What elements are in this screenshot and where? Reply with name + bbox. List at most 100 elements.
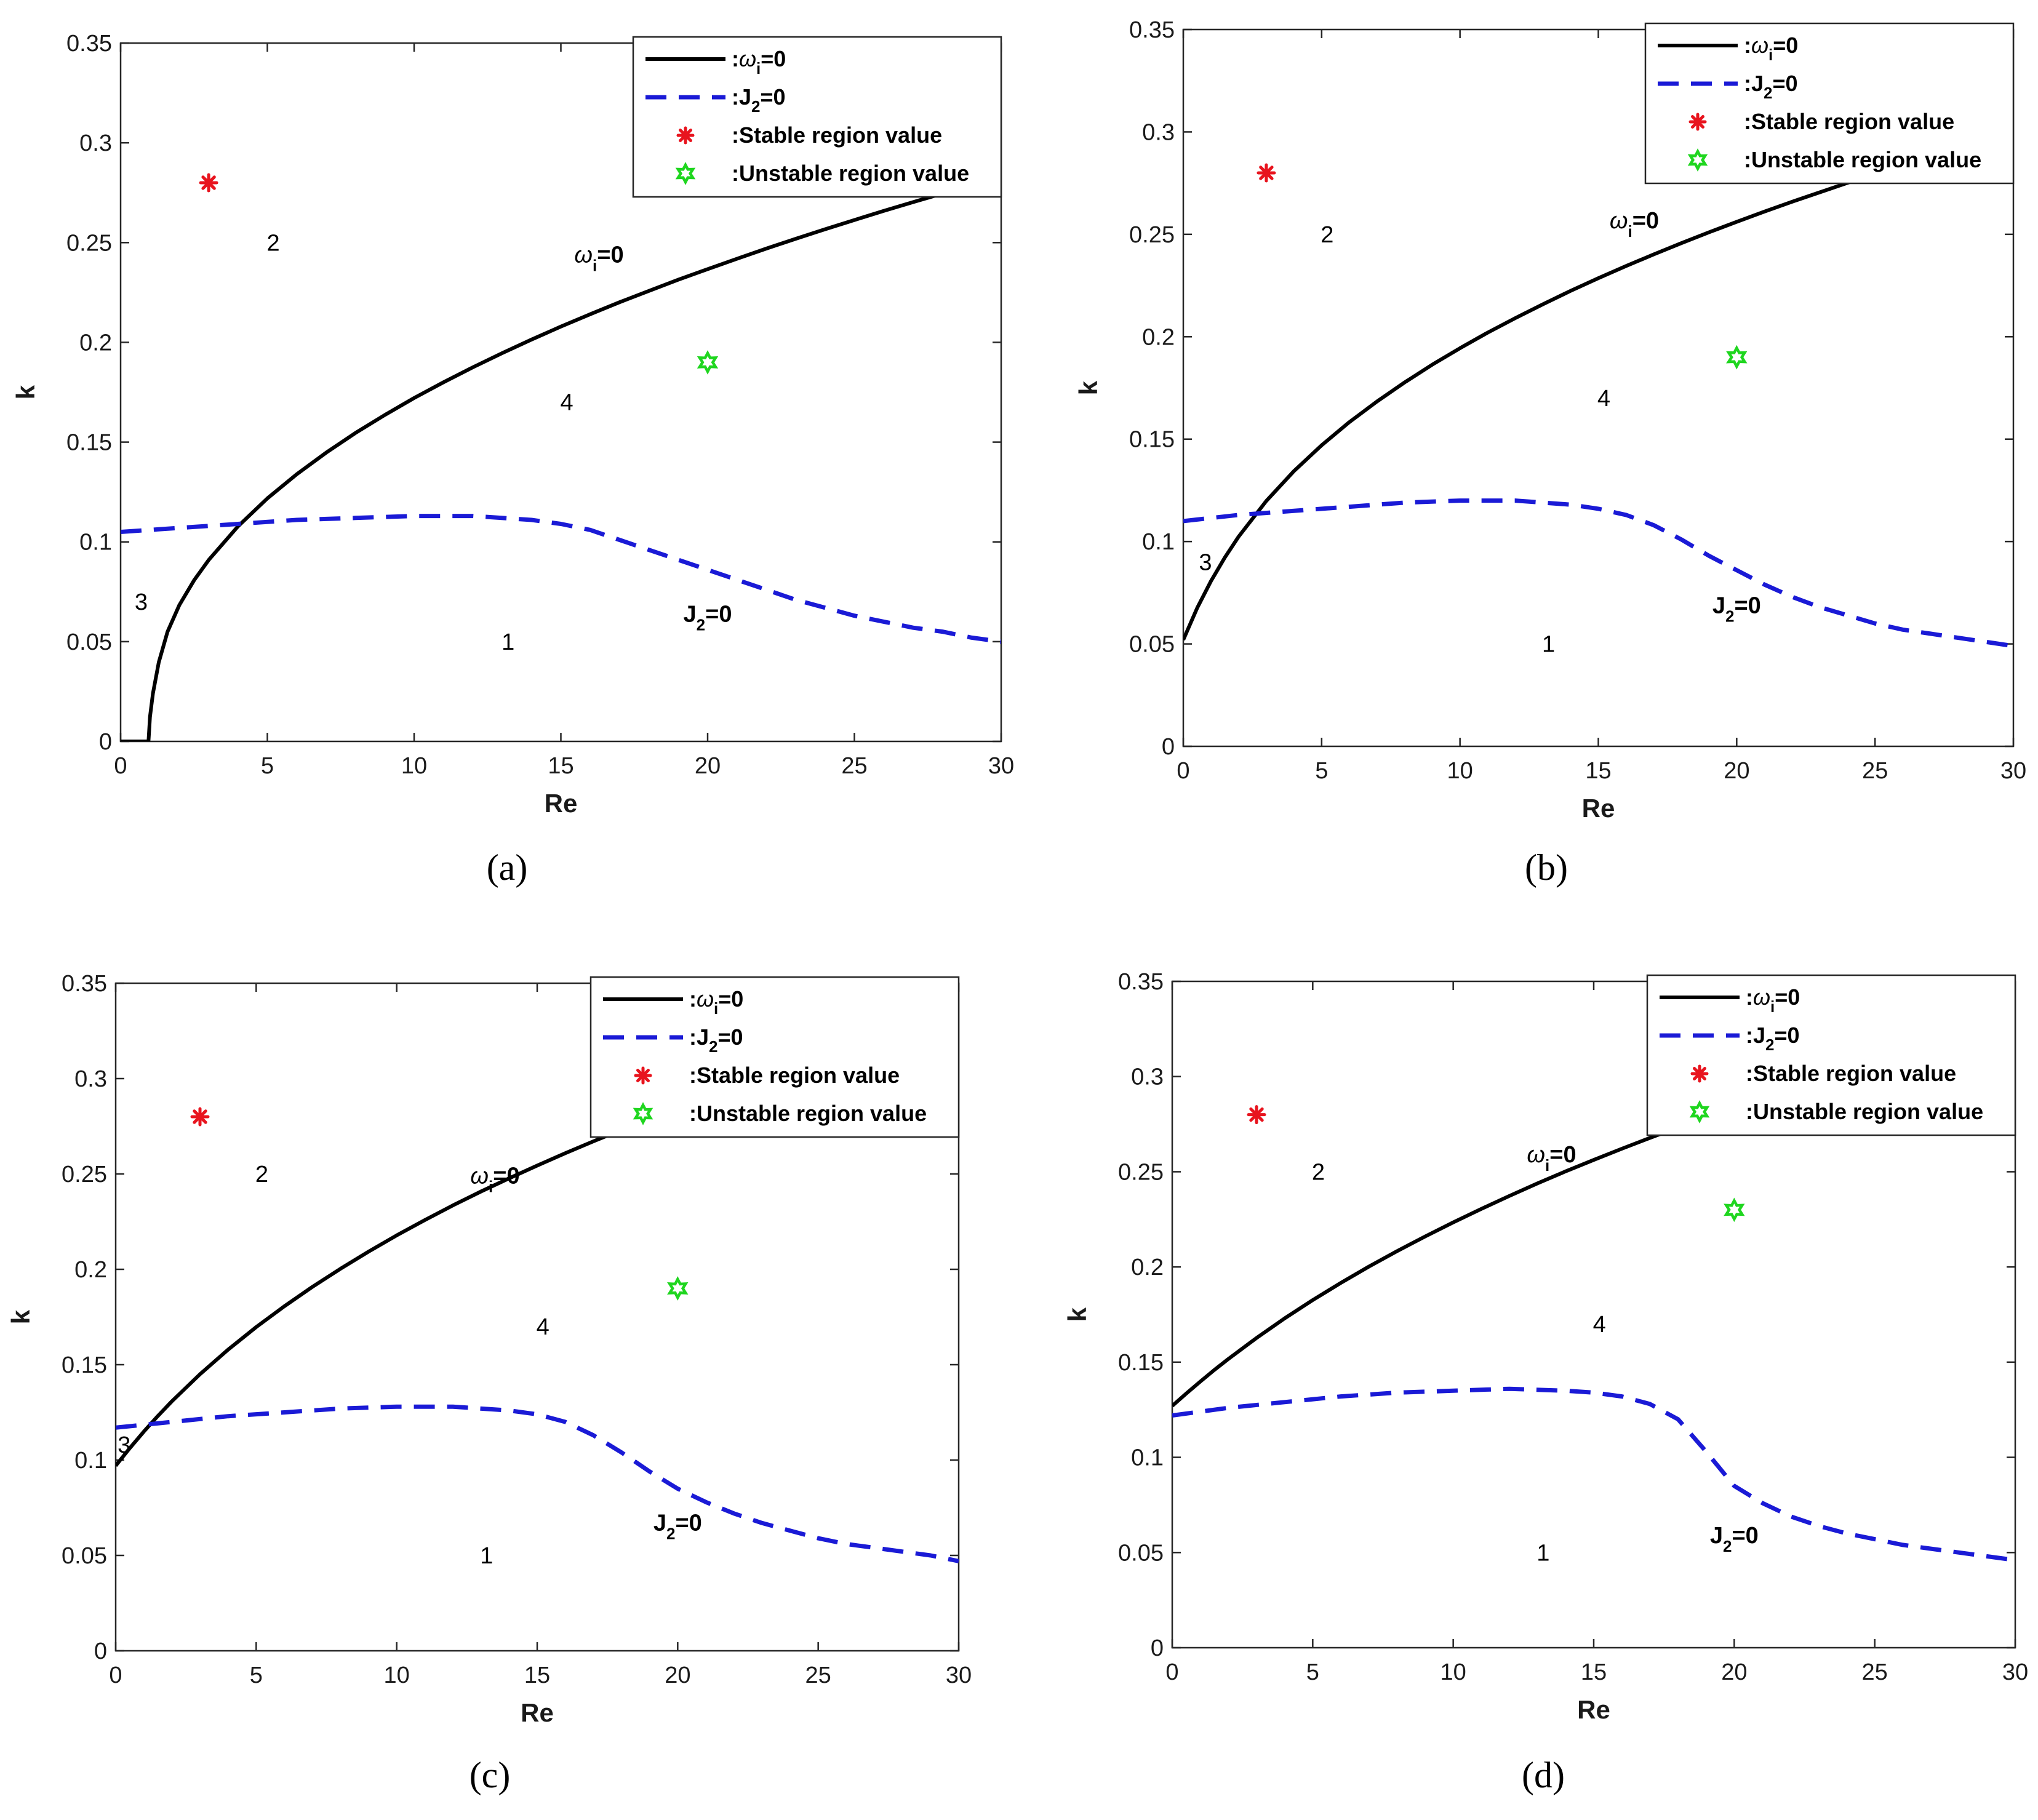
- region-label: 4: [1597, 386, 1610, 412]
- omega-curve-label: ωi=0: [1610, 208, 1659, 241]
- x-tick-label: 20: [1721, 1659, 1747, 1685]
- y-tick-label: 0.05: [1129, 632, 1175, 658]
- legend-asterisk-swatch: [1690, 1064, 1709, 1083]
- x-tick-label: 5: [250, 1662, 263, 1688]
- legend-entry-label: :J2=0: [1744, 71, 1798, 102]
- legend-suffix: =0: [761, 84, 786, 110]
- legend-subscript: i: [756, 59, 761, 78]
- y-tick-label: 0.1: [79, 530, 112, 556]
- region-label: 3: [1199, 549, 1212, 575]
- y-tick-label: 0.1: [74, 1448, 107, 1474]
- y-tick-label: 0: [94, 1638, 107, 1664]
- x-tick-label: 15: [524, 1662, 550, 1688]
- y-tick-label: 0.2: [79, 330, 112, 356]
- panel-caption: (a): [487, 847, 528, 888]
- j2-zero-curve: [1183, 498, 2013, 649]
- series-group: [121, 175, 1001, 741]
- x-tick-label: 15: [1585, 758, 1611, 784]
- curve-label-suffix: =0: [1549, 1142, 1576, 1168]
- x-tick-label: 25: [805, 1662, 831, 1688]
- curve-label-suffix: =0: [1632, 208, 1659, 234]
- curve-label-symbol: ω: [574, 242, 593, 268]
- legend-prefix: :: [732, 84, 739, 110]
- j2-zero-curve: [1172, 1386, 2015, 1563]
- omega-curve-label: ωi=0: [574, 242, 623, 275]
- legend-subscript: 2: [1764, 84, 1772, 102]
- x-axis-label: Re: [521, 1698, 554, 1727]
- stable-point-marker: [1247, 1105, 1266, 1125]
- legend-suffix: =0: [1773, 71, 1798, 96]
- y-tick-label: 0.25: [1118, 1159, 1164, 1185]
- y-tick-label: 0.3: [1142, 119, 1175, 145]
- x-axis-label: Re: [545, 789, 578, 818]
- x-tick-label: 15: [548, 753, 573, 779]
- stable-point-marker: [199, 173, 218, 193]
- x-tick-label: 30: [2002, 1659, 2028, 1685]
- x-tick-label: 25: [841, 753, 867, 779]
- j2-zero-curve: [121, 514, 1001, 644]
- legend-entry-label: :J2=0: [732, 84, 786, 116]
- y-axis-label: k: [1074, 380, 1103, 395]
- x-tick-label: 15: [1581, 1659, 1607, 1685]
- x-tick-label: 5: [261, 753, 274, 779]
- legend-subscript: i: [714, 999, 718, 1018]
- curve-label-suffix: =0: [493, 1163, 519, 1189]
- x-tick-label: 5: [1306, 1659, 1319, 1685]
- y-tick-label: 0.35: [62, 971, 107, 997]
- legend-suffix: =0: [1775, 984, 1800, 1010]
- x-tick-label: 30: [946, 1662, 972, 1688]
- x-tick-label: 30: [2000, 758, 2026, 784]
- omega-i-zero-curve: [121, 175, 1001, 741]
- legend-symbol: J: [739, 84, 751, 110]
- legend-hexagram-swatch: [675, 162, 696, 185]
- unstable-point-marker: [667, 1276, 689, 1301]
- curve-label-subscript: i: [1545, 1156, 1549, 1175]
- legend-asterisk-swatch: [676, 126, 695, 145]
- region-label: 1: [502, 629, 514, 655]
- legend-box: [632, 36, 1002, 198]
- y-tick-label: 0.05: [66, 629, 112, 655]
- x-tick-label: 30: [988, 753, 1014, 779]
- legend-suffix: =0: [1773, 33, 1798, 58]
- y-axis-label: k: [1063, 1307, 1092, 1322]
- curve-label-suffix: =0: [705, 601, 732, 627]
- curve-label-subscript: 2: [666, 1525, 675, 1543]
- chart-panel-d: 0 5 10 15 20 25 30 0 0.05 0.1 0.15 0.2 0.25 0.3 0.35 Re…: [1063, 969, 2028, 1795]
- legend-symbol: J: [1751, 71, 1764, 96]
- legend-entry-label: :Stable region value: [689, 1063, 900, 1088]
- omega-curve-label: ωi=0: [470, 1163, 519, 1196]
- x-axis-label: Re: [1577, 1695, 1610, 1724]
- legend-prefix: :: [689, 986, 697, 1012]
- y-tick-label: 0.2: [1131, 1255, 1164, 1280]
- legend-asterisk-swatch: [634, 1066, 652, 1085]
- legend-hexagram-swatch: [1687, 148, 1708, 172]
- legend-entry-label: :Unstable region value: [1746, 1099, 1983, 1124]
- y-tick-label: 0.15: [1118, 1350, 1164, 1376]
- region-label: 1: [1536, 1540, 1549, 1566]
- y-axis-label: k: [6, 1309, 35, 1324]
- legend-entry-label: :Unstable region value: [1744, 147, 1981, 172]
- curve-label-subscript: i: [593, 257, 597, 275]
- j2-curve-label: J2=0: [653, 1511, 702, 1543]
- legend-subscript: i: [1770, 997, 1775, 1016]
- y-tick-label: 0.35: [66, 31, 112, 57]
- legend-entry-label: :ωi=0: [689, 986, 743, 1018]
- unstable-point-marker: [1724, 1197, 1745, 1223]
- unstable-point-marker: [1726, 345, 1748, 370]
- y-tick-label: 0.3: [1131, 1064, 1164, 1090]
- j2-curve-label: J2=0: [1712, 593, 1761, 626]
- legend-hexagram-swatch: [1689, 1100, 1710, 1124]
- legend-symbol: ω: [697, 986, 714, 1012]
- legend-entry-label: :Stable region value: [732, 122, 942, 148]
- stable-point-marker: [1257, 163, 1276, 183]
- x-tick-label: 25: [1862, 1659, 1888, 1685]
- region-label: 4: [560, 390, 573, 416]
- chart-panel-c: 0 5 10 15 20 25 30 0 0.05 0.1 0.15 0.2 0.25 0.3 0.35 Re…: [6, 971, 972, 1795]
- legend-box: [589, 976, 960, 1138]
- y-tick-label: 0.1: [1142, 529, 1175, 555]
- curve-label-subscript: i: [1628, 222, 1632, 241]
- region-label: 1: [1542, 632, 1555, 658]
- y-tick-label: 0.35: [1129, 17, 1175, 43]
- x-tick-label: 10: [1441, 1659, 1466, 1685]
